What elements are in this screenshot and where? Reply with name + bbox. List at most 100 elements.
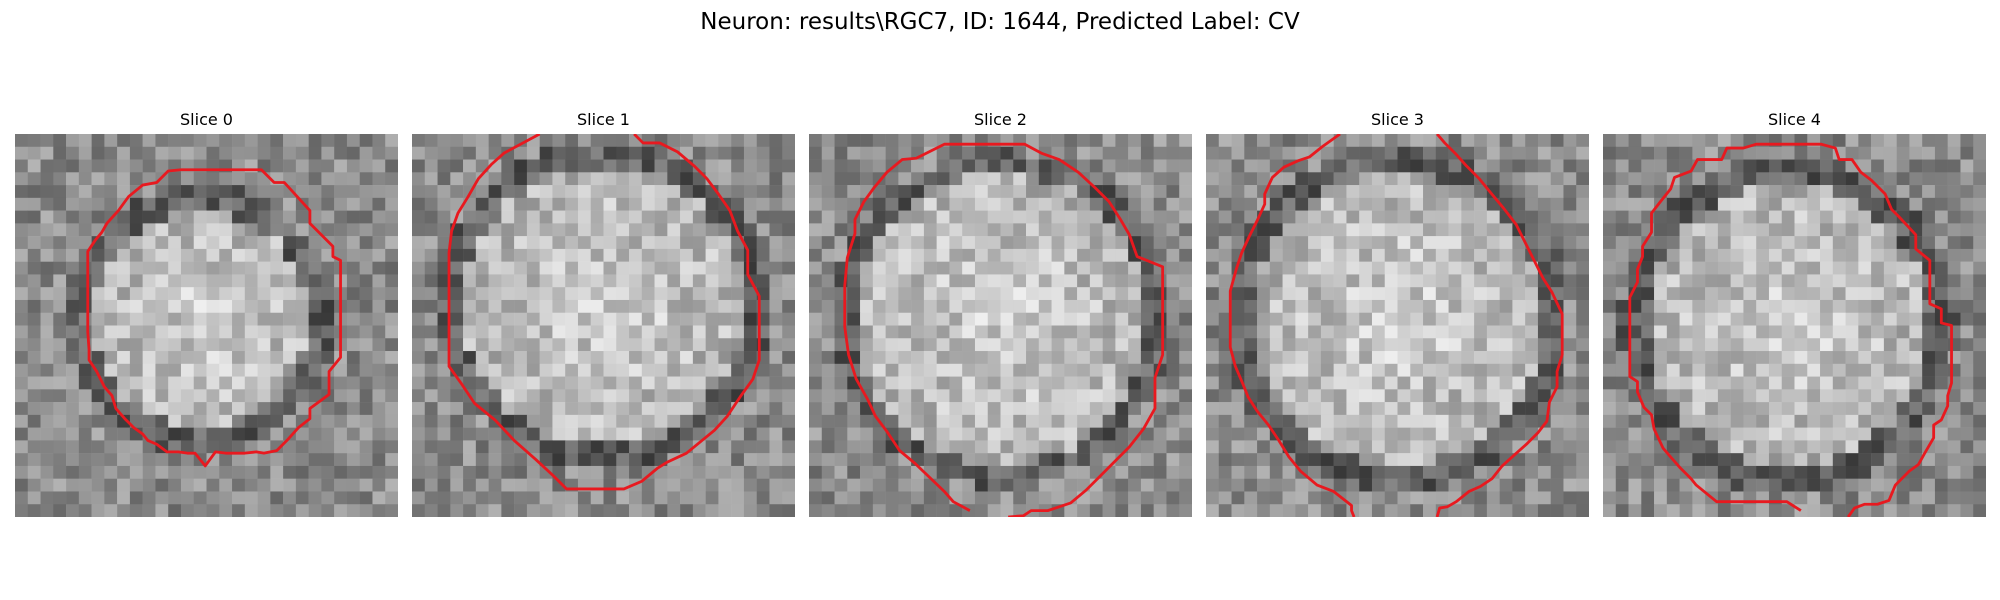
image-pixel xyxy=(872,363,886,377)
image-pixel xyxy=(1730,274,1744,288)
image-pixel xyxy=(1384,236,1398,250)
image-pixel xyxy=(526,465,540,479)
image-pixel xyxy=(1384,287,1398,301)
image-pixel xyxy=(1257,236,1271,250)
image-pixel xyxy=(1756,376,1770,390)
image-pixel xyxy=(1308,491,1322,505)
image-pixel xyxy=(821,491,835,505)
image-pixel xyxy=(193,185,207,199)
image-pixel xyxy=(1231,389,1245,403)
image-pixel xyxy=(756,185,770,199)
image-pixel xyxy=(898,478,912,492)
image-pixel xyxy=(552,465,566,479)
image-pixel xyxy=(359,465,373,479)
image-pixel xyxy=(1013,146,1027,160)
image-pixel xyxy=(372,504,386,517)
image-pixel xyxy=(1384,274,1398,288)
image-pixel xyxy=(731,478,745,492)
image-pixel xyxy=(1486,414,1500,428)
image-pixel xyxy=(1410,414,1424,428)
image-pixel xyxy=(1346,465,1360,479)
image-pixel xyxy=(718,376,732,390)
image-pixel xyxy=(1423,478,1437,492)
image-pixel xyxy=(450,146,464,160)
image-pixel xyxy=(898,414,912,428)
image-pixel xyxy=(424,414,438,428)
image-pixel xyxy=(283,274,297,288)
image-pixel xyxy=(424,504,438,517)
image-pixel xyxy=(475,312,489,326)
image-pixel xyxy=(1000,453,1014,467)
image-pixel xyxy=(1603,185,1617,199)
image-pixel xyxy=(1397,236,1411,250)
image-pixel xyxy=(718,440,732,454)
image-pixel xyxy=(1384,325,1398,339)
image-pixel xyxy=(1807,312,1821,326)
image-pixel xyxy=(193,146,207,160)
image-pixel xyxy=(1346,427,1360,441)
image-pixel xyxy=(692,248,706,262)
image-pixel xyxy=(1346,478,1360,492)
image-pixel xyxy=(1717,172,1731,186)
image-pixel xyxy=(270,197,284,211)
image-pixel xyxy=(603,146,617,160)
image-pixel xyxy=(949,402,963,416)
image-pixel xyxy=(1679,210,1693,224)
image-pixel xyxy=(821,478,835,492)
image-pixel xyxy=(15,465,29,479)
image-pixel xyxy=(206,440,220,454)
image-pixel xyxy=(1550,427,1564,441)
image-pixel xyxy=(1077,197,1091,211)
image-pixel xyxy=(180,248,194,262)
image-pixel xyxy=(1486,210,1500,224)
image-pixel xyxy=(1858,210,1872,224)
image-pixel xyxy=(936,299,950,313)
image-pixel xyxy=(372,491,386,505)
image-pixel xyxy=(1666,134,1680,148)
image-pixel xyxy=(590,465,604,479)
image-pixel xyxy=(590,427,604,441)
image-pixel xyxy=(1153,376,1167,390)
image-pixel xyxy=(1858,261,1872,275)
image-pixel xyxy=(1654,465,1668,479)
image-pixel xyxy=(219,338,233,352)
image-pixel xyxy=(501,274,515,288)
image-pixel xyxy=(283,414,297,428)
image-pixel xyxy=(15,338,29,352)
image-pixel xyxy=(565,338,579,352)
image-pixel xyxy=(53,504,67,517)
image-pixel xyxy=(40,402,54,416)
image-pixel xyxy=(1179,274,1192,288)
image-pixel xyxy=(168,261,182,275)
image-pixel xyxy=(180,465,194,479)
image-pixel xyxy=(590,504,604,517)
image-pixel xyxy=(603,274,617,288)
image-pixel xyxy=(680,325,694,339)
image-pixel xyxy=(1371,453,1385,467)
image-pixel xyxy=(1295,299,1309,313)
image-pixel xyxy=(1909,146,1923,160)
image-pixel xyxy=(1474,389,1488,403)
image-pixel xyxy=(1603,338,1617,352)
image-pixel xyxy=(911,299,925,313)
image-pixel xyxy=(1064,325,1078,339)
image-pixel xyxy=(1909,299,1923,313)
image-pixel xyxy=(1871,363,1885,377)
image-pixel xyxy=(514,197,528,211)
grayscale-pixels xyxy=(1603,134,1986,517)
image-pixel xyxy=(412,134,426,148)
image-pixel xyxy=(718,274,732,288)
image-pixel xyxy=(53,338,67,352)
image-pixel xyxy=(1371,210,1385,224)
image-pixel xyxy=(129,389,143,403)
image-pixel xyxy=(501,453,515,467)
image-pixel xyxy=(1934,197,1948,211)
image-pixel xyxy=(129,197,143,211)
image-pixel xyxy=(475,287,489,301)
image-pixel xyxy=(539,197,553,211)
image-pixel xyxy=(40,287,54,301)
image-pixel xyxy=(1461,236,1475,250)
image-pixel xyxy=(1768,312,1782,326)
image-pixel xyxy=(206,287,220,301)
image-pixel xyxy=(1883,223,1897,237)
